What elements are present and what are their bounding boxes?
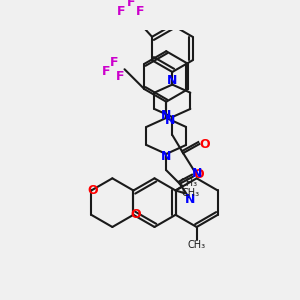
Text: N: N	[185, 193, 196, 206]
Text: O: O	[88, 184, 98, 197]
Text: F: F	[116, 70, 124, 83]
Text: N: N	[167, 74, 178, 88]
Text: N: N	[165, 114, 176, 127]
Text: F: F	[117, 5, 126, 18]
Text: O: O	[194, 168, 204, 181]
Text: O: O	[130, 208, 140, 221]
Text: F: F	[110, 56, 118, 68]
Text: N: N	[161, 150, 171, 163]
Text: CH₃: CH₃	[182, 188, 200, 198]
Text: CH₃: CH₃	[179, 178, 197, 188]
Text: N: N	[191, 167, 202, 180]
Text: N: N	[161, 109, 171, 122]
Text: CH₃: CH₃	[188, 240, 206, 250]
Text: F: F	[136, 5, 145, 18]
Text: F: F	[127, 0, 136, 9]
Text: O: O	[200, 138, 210, 151]
Text: F: F	[102, 64, 111, 78]
